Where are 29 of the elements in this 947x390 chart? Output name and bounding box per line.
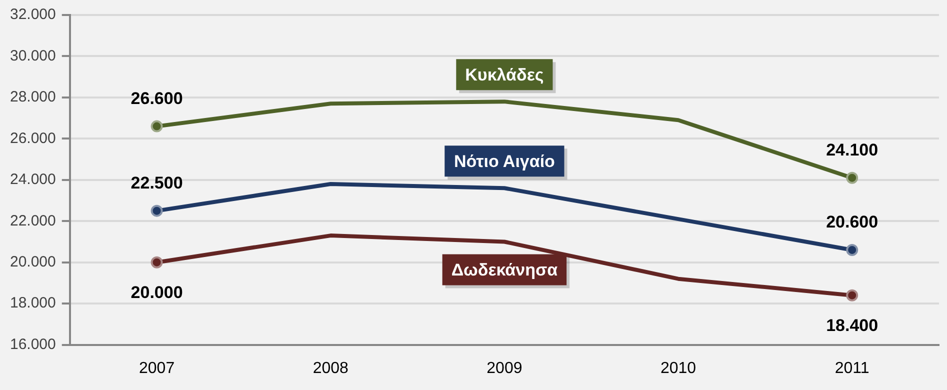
y-tick-label: 22.000 [10, 212, 56, 230]
series-label: Νότιο Αιγαίο [454, 152, 555, 171]
data-label: 26.600 [130, 88, 183, 108]
y-tick-label: 18.000 [10, 294, 56, 312]
point [846, 289, 858, 302]
series-label: Κυκλάδες [465, 65, 544, 84]
point [150, 120, 163, 132]
y-tick-label: 32.000 [10, 6, 56, 24]
y-tick-label: 30.000 [10, 47, 56, 64]
y-tick-label: 16.000 [10, 336, 56, 353]
x-tick-label: 2010 [660, 360, 696, 377]
point [150, 204, 163, 217]
x-tick-label: 2009 [486, 360, 522, 377]
point [150, 256, 163, 268]
point [846, 244, 858, 256]
y-tick-label: 24.000 [10, 171, 56, 188]
x-tick-label: 2011 [834, 360, 870, 377]
data-label: 20.000 [130, 283, 183, 302]
x-tick-label: 2008 [312, 360, 349, 377]
x-tick-label: 2007 [138, 360, 175, 377]
y-tick-label: 26.000 [10, 130, 56, 147]
y-tick-label: 20.000 [10, 253, 56, 270]
data-label: 20.600 [826, 212, 878, 232]
data-label: 22.500 [130, 174, 183, 193]
series-label: Δωδεκάνησα [451, 260, 558, 280]
data-label: 18.400 [826, 316, 878, 336]
data-label: 24.100 [826, 140, 878, 160]
y-tick-label: 28.000 [10, 88, 56, 106]
point [846, 172, 858, 184]
